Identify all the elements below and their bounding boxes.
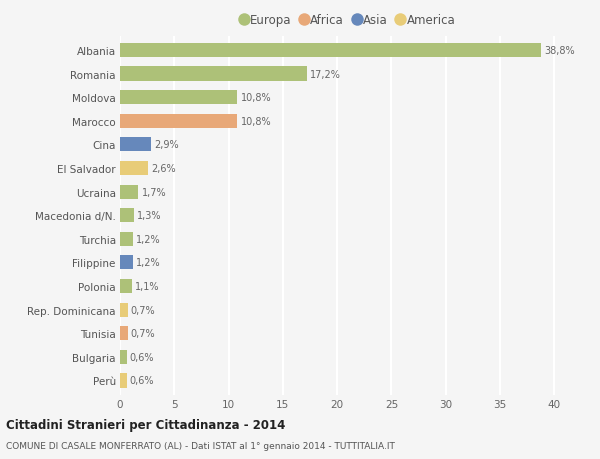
Bar bbox=[120, 162, 148, 176]
Text: 1,1%: 1,1% bbox=[135, 281, 160, 291]
Text: 1,3%: 1,3% bbox=[137, 211, 162, 221]
Text: COMUNE DI CASALE MONFERRATO (AL) - Dati ISTAT al 1° gennaio 2014 - TUTTITALIA.IT: COMUNE DI CASALE MONFERRATO (AL) - Dati … bbox=[6, 441, 395, 450]
Text: 0,6%: 0,6% bbox=[130, 352, 154, 362]
Legend: Europa, Africa, Asia, America: Europa, Africa, Asia, America bbox=[241, 14, 455, 27]
Text: 0,7%: 0,7% bbox=[131, 305, 155, 315]
Bar bbox=[120, 374, 127, 388]
Bar bbox=[120, 280, 132, 293]
Text: 1,2%: 1,2% bbox=[136, 258, 161, 268]
Bar bbox=[120, 91, 237, 105]
Text: 2,9%: 2,9% bbox=[155, 140, 179, 150]
Text: 38,8%: 38,8% bbox=[545, 46, 575, 56]
Bar bbox=[120, 209, 134, 223]
Text: 10,8%: 10,8% bbox=[241, 117, 271, 127]
Bar bbox=[120, 326, 128, 341]
Text: Cittadini Stranieri per Cittadinanza - 2014: Cittadini Stranieri per Cittadinanza - 2… bbox=[6, 418, 286, 431]
Bar bbox=[120, 67, 307, 81]
Bar bbox=[120, 350, 127, 364]
Bar bbox=[120, 185, 139, 199]
Text: 10,8%: 10,8% bbox=[241, 93, 271, 103]
Bar bbox=[120, 232, 133, 246]
Text: 0,7%: 0,7% bbox=[131, 329, 155, 338]
Text: 1,7%: 1,7% bbox=[142, 187, 166, 197]
Bar bbox=[120, 114, 237, 129]
Bar bbox=[120, 138, 151, 152]
Text: 0,6%: 0,6% bbox=[130, 375, 154, 386]
Bar bbox=[120, 44, 541, 58]
Text: 1,2%: 1,2% bbox=[136, 234, 161, 244]
Bar bbox=[120, 303, 128, 317]
Bar bbox=[120, 256, 133, 270]
Text: 2,6%: 2,6% bbox=[151, 163, 176, 174]
Text: 17,2%: 17,2% bbox=[310, 69, 341, 79]
